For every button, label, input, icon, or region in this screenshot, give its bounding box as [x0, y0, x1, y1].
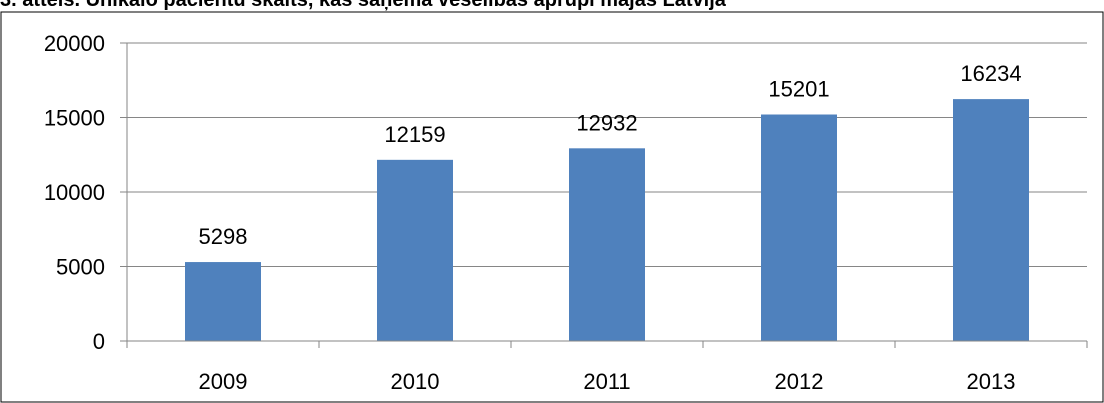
bar-2010 [377, 159, 453, 341]
bar-2011 [569, 148, 645, 341]
y-tick-label: 20000 [44, 31, 105, 56]
bars [185, 99, 1029, 341]
data-label-2010: 12159 [384, 122, 445, 147]
chart-border [0, 11, 1104, 403]
x-tick-label: 2009 [199, 369, 248, 394]
x-axis-tick-labels: 2009 2010 2011 2012 2013 [199, 369, 1016, 394]
x-tick-label: 2013 [967, 369, 1016, 394]
data-labels: 5298 12159 12932 15201 16234 [199, 61, 1022, 249]
y-tick-label: 0 [93, 329, 105, 354]
bar-2009 [185, 262, 261, 341]
chart-title: 3. attēls. Unikālo pacientu skaits, kas … [0, 0, 726, 11]
data-label-2012: 15201 [768, 77, 829, 102]
x-tick-label: 2010 [391, 369, 440, 394]
x-tick-label: 2012 [775, 369, 824, 394]
x-tick-label: 2011 [583, 369, 630, 394]
y-tick-label: 5000 [56, 255, 105, 280]
bar-2012 [761, 114, 837, 341]
bar-2013 [953, 99, 1029, 341]
axes [120, 42, 1088, 348]
y-tick-label: 10000 [44, 180, 105, 205]
y-axis-tick-labels: 0 5000 10000 15000 20000 [44, 31, 105, 354]
data-label-2011: 12932 [576, 110, 637, 135]
data-label-2009: 5298 [199, 224, 248, 249]
data-label-2013: 16234 [960, 61, 1021, 86]
y-tick-label: 15000 [44, 106, 105, 131]
